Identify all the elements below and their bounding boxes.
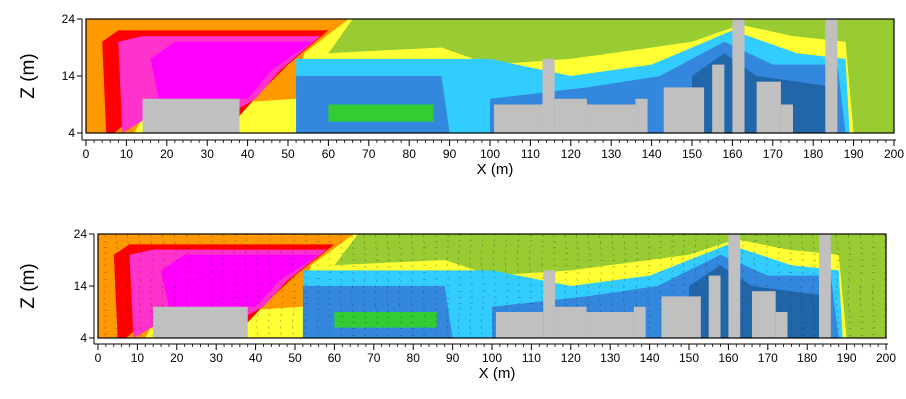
obstacle-0 — [142, 98, 240, 133]
contour-band-9 — [328, 104, 434, 122]
obstacle-9 — [752, 291, 776, 338]
x-axis-label: X (m) — [477, 161, 514, 178]
plot-frame — [97, 233, 887, 339]
obstacle-7 — [708, 275, 721, 338]
x-tick-label-160: 160 — [718, 351, 738, 365]
x-tick-label-190: 190 — [837, 351, 857, 365]
obstacle-9 — [756, 81, 781, 133]
contour-band-3 — [161, 254, 319, 307]
x-tick-label-40: 40 — [249, 351, 263, 365]
obstacle-4 — [586, 312, 634, 338]
x-tick-label-170: 170 — [758, 351, 778, 365]
x-tick-label-40: 40 — [241, 147, 255, 161]
x-tick-label-180: 180 — [803, 147, 823, 161]
x-tick-label-80: 80 — [403, 147, 417, 161]
x-tick-label-0: 0 — [95, 351, 102, 365]
obstacle-1 — [495, 312, 544, 338]
obstacle-10 — [775, 312, 788, 338]
plot-frame — [85, 18, 895, 134]
obstacle-11 — [819, 234, 831, 338]
x-tick-label-100: 100 — [480, 147, 500, 161]
x-tick-label-20: 20 — [160, 147, 174, 161]
contour-chart-top: 0 10 20 30 40 50 60 70 80 90 100 110 120 130 140 150 160… — [0, 0, 906, 197]
contour-band-3 — [150, 41, 313, 99]
x-tick-label-60: 60 — [328, 351, 342, 365]
x-tick-label-130: 130 — [600, 351, 620, 365]
y-tick-label-24: 24 — [62, 12, 76, 26]
x-tick-label-150: 150 — [682, 147, 702, 161]
x-tick-label-50: 50 — [281, 147, 295, 161]
obstacle-8 — [732, 19, 745, 133]
y-axis-label: Z (m) — [18, 53, 39, 98]
x-tick-label-130: 130 — [601, 147, 621, 161]
obstacle-3 — [555, 306, 587, 338]
y-tick-label-14: 14 — [74, 279, 88, 293]
obstacle-2 — [543, 270, 556, 338]
contour-band-9 — [334, 312, 437, 328]
x-tick-label-10: 10 — [120, 147, 134, 161]
obstacle-6 — [663, 87, 705, 133]
x-tick-label-30: 30 — [210, 351, 224, 365]
y-tick-label-4: 4 — [68, 126, 75, 140]
x-tick-label-30: 30 — [201, 147, 215, 161]
x-tick-label-70: 70 — [367, 351, 381, 365]
obstacle-10 — [780, 104, 793, 133]
x-tick-label-90: 90 — [443, 147, 457, 161]
x-tick-label-180: 180 — [797, 351, 817, 365]
contour-plot-bottom: 0 10 20 30 40 50 60 70 80 90 100 110 120 130 140 150 160… — [18, 227, 896, 382]
y-axis-label: Z (m) — [18, 263, 39, 308]
x-tick-label-110: 110 — [522, 351, 541, 365]
x-tick-label-60: 60 — [322, 147, 336, 161]
x-tick-label-70: 70 — [362, 147, 376, 161]
y-tick-label-4: 4 — [80, 331, 87, 345]
x-tick-label-200: 200 — [876, 351, 896, 365]
x-tick-label-80: 80 — [407, 351, 421, 365]
contour-plot-top: 0 10 20 30 40 50 60 70 80 90 100 110 120 130 140 150 160… — [18, 12, 904, 178]
x-tick-label-120: 120 — [561, 351, 581, 365]
x-tick-label-200: 200 — [884, 147, 904, 161]
obstacle-2 — [542, 58, 555, 133]
obstacle-0 — [153, 306, 248, 338]
x-tick-label-20: 20 — [170, 351, 184, 365]
obstacle-11 — [825, 19, 838, 133]
x-tick-label-160: 160 — [722, 147, 742, 161]
x-tick-label-120: 120 — [561, 147, 581, 161]
x-tick-label-140: 140 — [640, 351, 660, 365]
obstacle-4 — [586, 104, 636, 133]
obstacle-3 — [554, 98, 587, 133]
x-tick-label-190: 190 — [844, 147, 864, 161]
contour-chart-bottom: 0 10 20 30 40 50 60 70 80 90 100 110 120 130 140 150 160… — [0, 197, 906, 394]
obstacle-6 — [661, 296, 701, 338]
obstacle-5 — [635, 98, 648, 133]
contour-band-4 — [328, 19, 894, 133]
x-tick-label-50: 50 — [288, 351, 302, 365]
x-tick-label-100: 100 — [482, 351, 502, 365]
x-tick-label-10: 10 — [131, 351, 145, 365]
x-tick-label-140: 140 — [642, 147, 662, 161]
obstacle-5 — [633, 306, 646, 338]
contour-band-4 — [334, 234, 886, 338]
obstacle-7 — [712, 64, 725, 133]
x-tick-label-150: 150 — [679, 351, 699, 365]
y-tick-label-14: 14 — [62, 69, 76, 83]
x-tick-label-90: 90 — [446, 351, 460, 365]
obstacle-8 — [728, 234, 741, 338]
x-tick-label-170: 170 — [763, 147, 783, 161]
obstacle-1 — [494, 104, 543, 133]
y-tick-label-24: 24 — [74, 227, 88, 241]
x-axis-label: X (m) — [479, 365, 516, 382]
x-tick-label-110: 110 — [521, 147, 540, 161]
x-tick-label-0: 0 — [83, 147, 90, 161]
